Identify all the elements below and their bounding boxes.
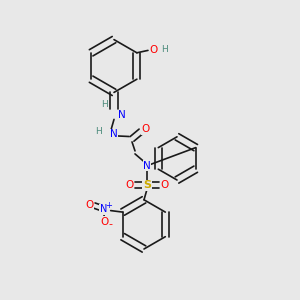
Text: H: H [96, 127, 102, 136]
Text: +: + [105, 201, 112, 210]
Text: -: - [108, 219, 112, 229]
Text: N: N [143, 161, 151, 171]
Text: N: N [118, 110, 125, 121]
Text: O: O [125, 180, 134, 190]
Text: O: O [141, 124, 150, 134]
Text: O: O [160, 180, 169, 190]
Text: O: O [85, 200, 94, 211]
Text: N: N [100, 204, 107, 214]
Text: O: O [100, 217, 109, 227]
Text: O: O [149, 45, 158, 56]
Text: N: N [110, 129, 118, 140]
Text: H: H [102, 100, 108, 109]
Text: H: H [161, 45, 168, 54]
Text: S: S [143, 180, 151, 190]
